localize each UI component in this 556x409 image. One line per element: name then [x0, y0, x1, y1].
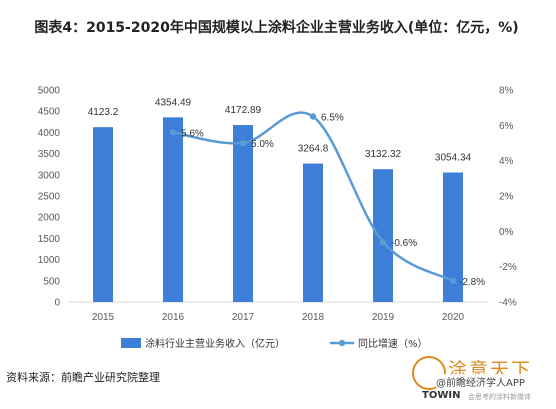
- app-watermark: @前瞻经济学人APP: [436, 374, 525, 389]
- legend-bar-label: 涂料行业主营业务收入（亿元）: [145, 337, 285, 350]
- bar-data-label: 4354.49: [155, 97, 192, 108]
- y-right-tick-label: 2%: [499, 192, 514, 203]
- line-point: [309, 113, 317, 120]
- bar-data-label: 3264.8: [298, 144, 329, 155]
- x-tick-label: 2020: [442, 312, 465, 323]
- line-point: [169, 129, 177, 136]
- y-left-tick-label: 500: [43, 276, 60, 287]
- bar-data-label: 4123.2: [88, 107, 119, 118]
- y-left-tick-label: 5000: [38, 86, 61, 97]
- line-data-label: 5.6%: [181, 128, 204, 139]
- bar: [163, 117, 183, 302]
- org-name: TOWIN: [422, 390, 461, 401]
- line-data-label: 6.5%: [321, 113, 344, 124]
- legend-line-label: 同比增速（%）: [358, 337, 428, 350]
- org-tagline: 会思考的涂料新媒体: [468, 393, 531, 401]
- legend-line-marker: [338, 339, 346, 347]
- y-left-tick-label: 4000: [38, 128, 61, 139]
- y-right-tick-label: 4%: [499, 156, 514, 167]
- bar: [373, 169, 393, 302]
- x-tick-label: 2015: [92, 312, 115, 323]
- line-data-label: -2.8%: [459, 277, 485, 288]
- bar: [93, 127, 113, 302]
- chart-legend: 涂料行业主营业务收入（亿元） 同比增速（%）: [121, 337, 428, 350]
- bar-data-label: 4172.89: [225, 105, 262, 116]
- bar: [233, 125, 253, 303]
- y-left-tick-label: 4500: [38, 107, 61, 118]
- bar-data-label: 3054.34: [435, 152, 472, 163]
- x-tick-label: 2019: [372, 312, 395, 323]
- line-point: [239, 139, 247, 147]
- legend-bar-swatch: [121, 338, 141, 348]
- y-left-tick-label: 3000: [38, 170, 61, 181]
- y-left-tick-label: 1500: [38, 234, 61, 245]
- y-right-tick-label: -2%: [499, 262, 517, 273]
- line-point: [449, 277, 457, 284]
- y-right-tick-label: 0%: [499, 227, 514, 238]
- line-series: [169, 111, 457, 284]
- bar-data-label: 3132.32: [365, 149, 402, 160]
- growth-line: [172, 111, 454, 282]
- chart-title: 图表4：2015-2020年中国规模以上涂料企业主营业务收入(单位：亿元，%): [34, 20, 519, 36]
- brand-seal-logo: [412, 356, 446, 390]
- line-point: [379, 238, 387, 246]
- bar-series: [93, 117, 463, 303]
- y-left-tick-label: 2000: [38, 213, 61, 224]
- chart-axes: 0 500 1000 1500 2000 2500 3000 3500 4000 4500 5000…: [38, 86, 517, 324]
- x-tick-label: 2017: [232, 312, 255, 323]
- y-left-tick-label: 2500: [38, 192, 61, 203]
- x-tick-label: 2018: [302, 312, 325, 323]
- x-tick-label: 2016: [162, 312, 185, 323]
- y-left-tick-label: 1000: [38, 255, 61, 266]
- y-right-tick-label: 8%: [499, 86, 514, 97]
- y-left-tick-label: 0: [54, 298, 60, 309]
- data-labels: 4123.2 4354.49 4172.89 3264.8 3132.32 3054.34…: [88, 97, 486, 287]
- bar: [303, 163, 323, 302]
- y-right-tick-label: -4%: [499, 298, 517, 309]
- y-left-tick-label: 3500: [38, 149, 61, 160]
- line-data-label: 5.0%: [251, 139, 274, 150]
- bar: [443, 172, 463, 302]
- source-note: 资料来源：前瞻产业研究院整理: [6, 371, 160, 384]
- y-right-tick-label: 6%: [499, 121, 514, 132]
- line-data-label: -0.6%: [391, 238, 417, 249]
